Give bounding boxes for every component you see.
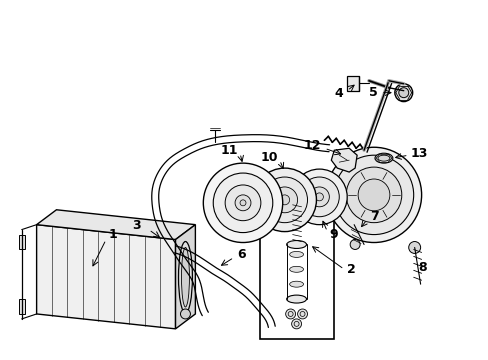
Ellipse shape [181,247,189,307]
Text: 12: 12 [303,139,321,152]
Circle shape [271,187,297,213]
Circle shape [203,163,282,243]
Text: 8: 8 [418,261,427,274]
Circle shape [262,177,307,223]
Ellipse shape [286,240,306,248]
Text: 10: 10 [260,151,277,164]
Circle shape [309,187,328,207]
Circle shape [398,88,408,98]
Ellipse shape [178,242,192,313]
Text: 7: 7 [369,210,378,223]
Polygon shape [346,76,358,91]
Polygon shape [37,225,175,329]
Polygon shape [37,210,195,239]
Circle shape [285,309,295,319]
Circle shape [357,179,389,211]
Ellipse shape [286,295,306,303]
Text: 3: 3 [132,219,141,232]
Polygon shape [175,225,195,329]
Circle shape [349,239,359,249]
Circle shape [346,167,401,223]
Ellipse shape [289,281,303,287]
Ellipse shape [289,251,303,257]
Text: 2: 2 [346,263,355,276]
Text: 4: 4 [334,87,343,100]
Circle shape [224,185,260,221]
Text: 1: 1 [109,228,118,241]
Circle shape [299,177,339,217]
Circle shape [252,168,316,231]
Text: 9: 9 [328,228,337,241]
Bar [19,299,25,314]
Circle shape [240,200,245,206]
Circle shape [297,309,307,319]
Circle shape [315,193,323,201]
Circle shape [279,195,289,205]
Circle shape [180,309,190,319]
Circle shape [325,147,421,243]
Circle shape [235,195,250,211]
Circle shape [394,84,412,102]
Circle shape [291,169,346,225]
Circle shape [213,173,272,233]
Ellipse shape [289,266,303,272]
Circle shape [334,155,413,235]
Bar [259,195,334,339]
Text: 13: 13 [410,147,427,160]
Text: 6: 6 [237,248,245,261]
Circle shape [291,319,301,329]
Polygon shape [331,148,356,172]
Bar [19,235,25,249]
Text: 11: 11 [220,144,238,157]
Circle shape [408,242,420,253]
Ellipse shape [377,155,389,161]
Text: 5: 5 [368,86,377,99]
Ellipse shape [374,153,392,163]
